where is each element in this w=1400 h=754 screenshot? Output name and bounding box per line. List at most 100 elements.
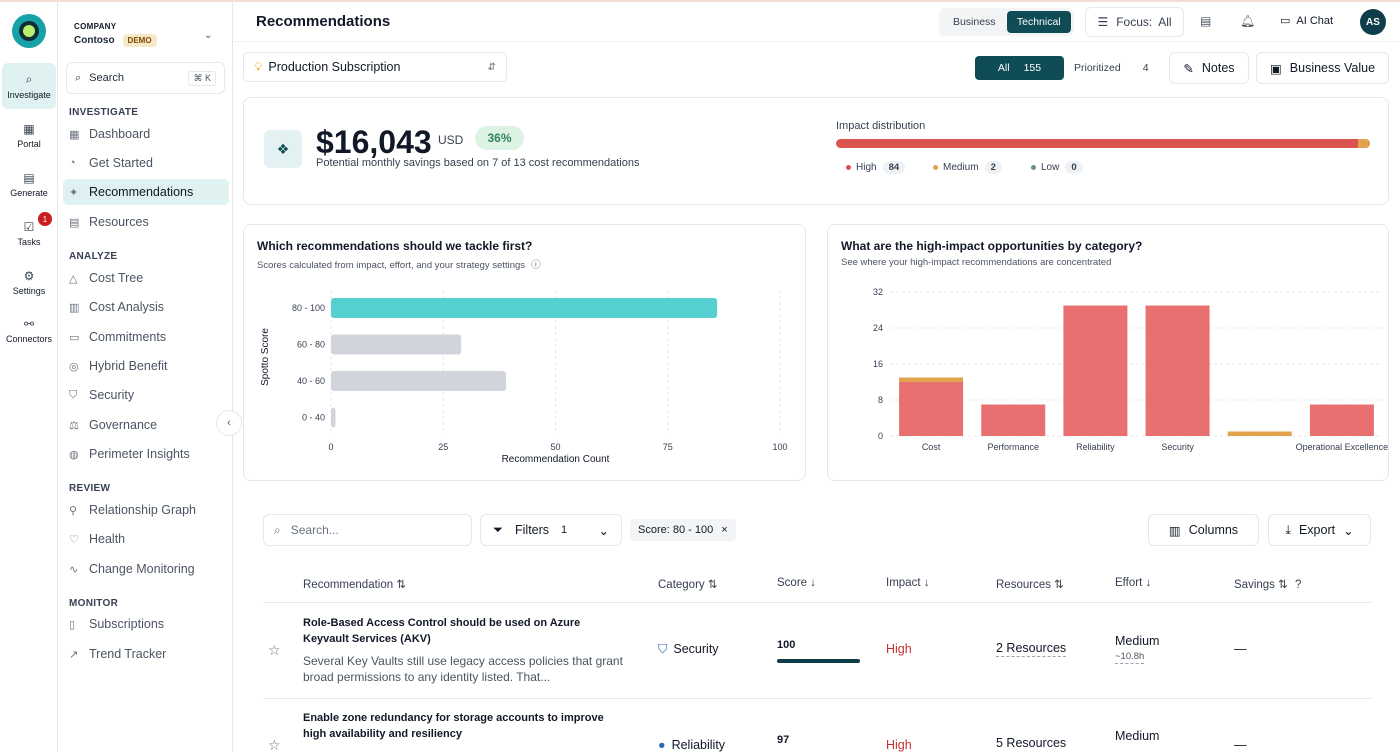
y-tick-label: 40 - 60	[297, 376, 325, 386]
company-name: Contoso	[74, 35, 115, 46]
view-toggle: Business Technical	[939, 8, 1074, 36]
chevron-down-icon[interactable]: ⌄	[204, 30, 213, 41]
focus-dropdown[interactable]: ☰ Focus: All	[1085, 7, 1184, 37]
tackle-first-chart-card: Which recommendations should we tackle f…	[243, 224, 806, 481]
ai-chat-button[interactable]: ▭ AI Chat	[1280, 15, 1334, 27]
x-tick-label: Cost	[922, 442, 941, 452]
filter-chip[interactable]: Score: 80 - 100 ×	[630, 519, 736, 541]
section-monitor: MONITOR	[69, 598, 119, 609]
book-icon: ▯	[69, 618, 76, 631]
column-header-resources[interactable]: Resources ⇅	[996, 579, 1064, 591]
view-technical-tab[interactable]: Technical	[1006, 11, 1071, 33]
sidebar-item-perimeter-insights[interactable]: ◍ Perimeter Insights	[69, 447, 190, 461]
sidebar-item-governance[interactable]: ⚖ Governance	[69, 418, 158, 432]
subscription-select[interactable]: 💡︎ Production Subscription ⇵	[243, 52, 507, 82]
columns-button[interactable]: ▥ Columns	[1148, 514, 1259, 546]
piggy-bank-icon: ❖	[264, 130, 302, 168]
close-icon[interactable]: ×	[721, 524, 728, 536]
sidebar-item-cost-analysis[interactable]: ▥ Cost Analysis	[69, 300, 165, 314]
notes-button[interactable]: ✎ Notes	[1169, 52, 1249, 84]
top-accent-line	[0, 0, 1400, 2]
sidebar-item-subscriptions[interactable]: ▯ Subscriptions	[69, 617, 165, 631]
chat-icon: ▭	[1280, 15, 1291, 27]
sidebar-item-cost-tree[interactable]: △ Cost Tree	[69, 271, 144, 285]
scale-icon: ⚖	[69, 419, 79, 432]
impact-distribution-bar	[836, 139, 1370, 148]
sidebar-item-commitments[interactable]: ▭ Commitments	[69, 330, 167, 344]
sidebar-item-recommendations[interactable]: ✦ Recommendations	[63, 179, 229, 205]
rail-investigate[interactable]: ⌕ Investigate	[2, 63, 56, 109]
row-title[interactable]: Enable zone redundancy for storage accou…	[303, 712, 604, 740]
column-header-impact[interactable]: Impact ↓	[886, 577, 930, 589]
row-effort: Medium	[1115, 634, 1160, 648]
bar-segment	[981, 404, 1046, 436]
tab-all[interactable]: All 155	[975, 56, 1064, 80]
rail-tasks[interactable]: ☑ Tasks	[17, 219, 41, 247]
rail-portal[interactable]: ▦ Portal	[17, 121, 41, 149]
portal-icon: ▦	[23, 121, 35, 136]
sidebar-item-health[interactable]: ♡ Health	[69, 532, 126, 546]
chart-title: Which recommendations should we tackle f…	[257, 239, 533, 253]
sidebar-item-dashboard[interactable]: ▦ Dashboard	[69, 127, 151, 141]
help-icon[interactable]: ?	[1294, 579, 1302, 591]
table-search-input[interactable]: ⌕ Search...	[263, 514, 472, 546]
row-title[interactable]: Role-Based Access Control should be used…	[303, 617, 581, 645]
download-icon: ⤓	[1285, 522, 1291, 537]
x-tick-label: Operational Excellence	[1296, 442, 1388, 452]
bar-segment	[1145, 305, 1210, 436]
rail-connectors[interactable]: ⚯ Connectors	[5, 316, 53, 344]
tasks-badge: 1	[38, 212, 52, 226]
divider	[263, 602, 1371, 603]
legend-high: High 84	[846, 161, 906, 174]
sidebar-item-hybrid-benefit[interactable]: ◎ Hybrid Benefit	[69, 359, 168, 373]
y-tick-label: 0	[878, 431, 883, 441]
gear-icon: ⚙	[23, 268, 35, 283]
info-icon[interactable]: ⓘ	[531, 260, 541, 271]
sidebar-item-security[interactable]: ⛉ Security	[69, 388, 135, 402]
business-value-button[interactable]: ▣ Business Value	[1256, 52, 1389, 84]
sidebar-item-change-monitoring[interactable]: ∿ Change Monitoring	[69, 562, 195, 576]
star-icon[interactable]: ☆	[268, 737, 281, 753]
column-header-category[interactable]: Category ⇅	[658, 579, 718, 591]
trend-icon: ↗	[69, 648, 79, 661]
legend-medium: Medium 2	[933, 161, 1002, 174]
sidebar-search[interactable]: ⌕ Search ⌘ K	[66, 62, 225, 94]
sidebar-item-get-started[interactable]: ◔ Get Started	[69, 156, 153, 170]
page-header: Recommendations Business Technical ☰ Foc…	[234, 2, 1400, 42]
sidebar-item-relationship-graph[interactable]: ⚲ Relationship Graph	[69, 503, 197, 517]
savings-subtitle: Potential monthly savings based on 7 of …	[316, 157, 640, 169]
view-business-tab[interactable]: Business	[952, 16, 996, 28]
column-header-savings[interactable]: Savings ⇅ ?	[1234, 579, 1302, 591]
rail-settings[interactable]: ⚙ Settings	[12, 268, 46, 296]
section-review: REVIEW	[69, 483, 111, 494]
export-button[interactable]: ⤓ Export ⌄	[1268, 514, 1371, 546]
tab-prioritized[interactable]: Prioritized 4	[1074, 62, 1149, 74]
heart-icon: ♡	[69, 533, 79, 546]
company-switcher[interactable]: COMPANY Contoso DEMO	[74, 22, 157, 47]
filters-button[interactable]: ⏷ Filters 1 ⌄	[480, 514, 622, 546]
collapse-sidebar-button[interactable]: ‹	[216, 410, 242, 436]
sidebar-item-trend-tracker[interactable]: ↗ Trend Tracker	[69, 647, 167, 661]
recommendation-tabs: All 155 Prioritized 4	[975, 56, 1160, 80]
star-icon[interactable]: ☆	[268, 642, 281, 658]
row-resources[interactable]: 2 Resources	[996, 641, 1067, 657]
column-header-recommendation[interactable]: Recommendation ⇅	[303, 579, 406, 591]
row-score: 97	[777, 734, 790, 746]
tree-icon: △	[69, 272, 78, 285]
y-tick-label: 16	[873, 359, 883, 369]
bar-chart-icon: ▥	[69, 301, 80, 314]
row-resources[interactable]: 5 Resources	[996, 736, 1067, 750]
column-header-score[interactable]: Score ↓	[777, 577, 816, 589]
bell-icon[interactable]: 🔔︎	[1240, 14, 1256, 28]
row-description: Several Key Vaults still use legacy acce…	[303, 654, 623, 684]
column-header-effort[interactable]: Effort ↓	[1115, 577, 1152, 589]
legend-low: Low 0	[1031, 161, 1083, 174]
bar-segment	[1227, 431, 1292, 436]
avatar[interactable]: AS	[1360, 9, 1386, 35]
app-logo[interactable]	[12, 14, 46, 48]
y-axis-label: Spotto Score	[260, 328, 271, 386]
bar-segment	[899, 377, 964, 382]
sidebar-item-resources[interactable]: ▤ Resources	[69, 215, 149, 229]
book-icon[interactable]: ▤	[1200, 14, 1212, 28]
rail-generate[interactable]: ▤ Generate	[10, 170, 48, 198]
